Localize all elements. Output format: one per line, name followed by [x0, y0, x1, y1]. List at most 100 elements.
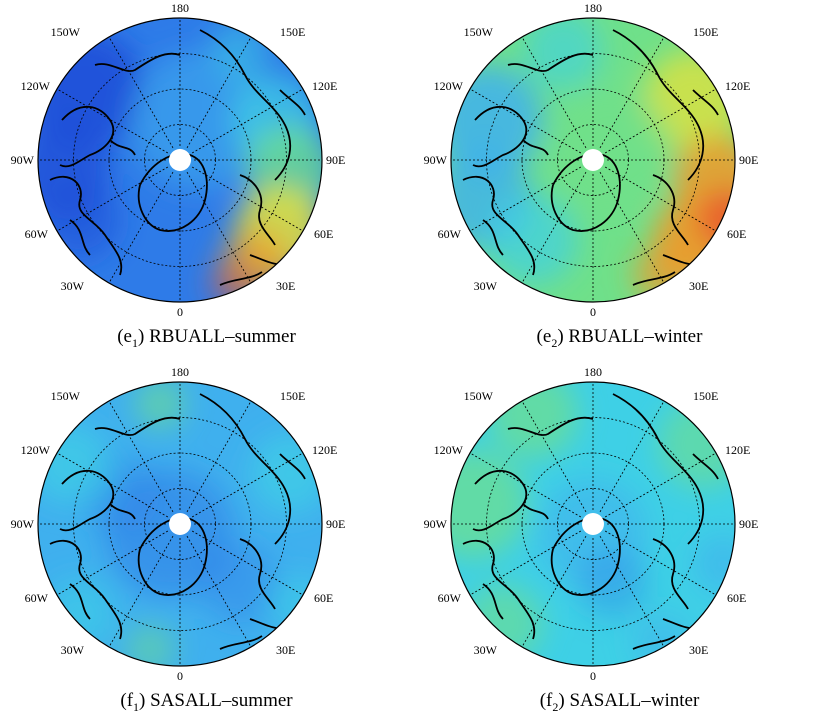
- longitude-label: 150W: [51, 389, 81, 403]
- field-blob: [488, 195, 578, 285]
- meridian-line: [191, 530, 304, 596]
- longitude-label: 120W: [21, 443, 51, 457]
- longitude-label: 90W: [11, 153, 35, 167]
- longitude-label: 150W: [464, 25, 494, 39]
- longitude-label: 150W: [464, 389, 494, 403]
- coastline: [472, 105, 528, 168]
- longitude-label: 150E: [693, 389, 718, 403]
- panel-caption: (f1) SASALL–summer: [120, 690, 293, 714]
- meridian-line: [604, 530, 717, 596]
- meridian-line: [599, 36, 665, 149]
- coastline: [219, 635, 263, 650]
- longitude-label: 90E: [739, 517, 758, 531]
- coastline: [49, 539, 123, 640]
- longitude-label: 0: [590, 305, 596, 319]
- longitude-label: 30W: [61, 279, 85, 293]
- longitude-label: 30E: [276, 279, 295, 293]
- meridian-line: [604, 166, 717, 232]
- meridian-line: [56, 88, 169, 154]
- meridian-line: [599, 400, 665, 513]
- coastline: [462, 539, 536, 640]
- field-blob: [45, 579, 115, 649]
- field-blob: [200, 544, 280, 624]
- meridian-line: [191, 452, 304, 518]
- coastline: [69, 583, 91, 620]
- longitude-label: 120W: [21, 79, 51, 93]
- longitude-label: 150W: [51, 25, 81, 39]
- coastline: [632, 635, 676, 650]
- longitude-label: 180: [171, 1, 189, 15]
- meridian-line: [469, 452, 582, 518]
- field-blob: [208, 263, 252, 302]
- coastline: [219, 271, 263, 286]
- longitude-label: 90E: [326, 517, 345, 531]
- field-blob: [451, 449, 528, 559]
- meridian-line: [604, 452, 717, 518]
- meridian-line: [108, 36, 174, 149]
- meridian-line: [186, 400, 252, 513]
- pole-hole: [582, 149, 604, 171]
- map-panel-e2: 180 150W 150E 120W 120E 90W 90E 60W 60E 30W 30E 0 (…: [413, 0, 826, 364]
- meridian-line: [469, 166, 582, 232]
- meridian-line: [469, 88, 582, 154]
- longitude-label: 60W: [25, 227, 49, 241]
- meridian-line: [108, 171, 174, 284]
- longitude-label: 0: [590, 669, 596, 683]
- field-blob: [633, 245, 693, 302]
- longitude-label: 90E: [739, 153, 758, 167]
- polar-map: 180 150W 150E 120W 120E 90W 90E 60W 60E 30W 30E 0: [424, 1, 759, 319]
- meridian-line: [186, 171, 252, 284]
- coastline: [472, 469, 528, 532]
- field-blob: [693, 534, 735, 594]
- longitude-label: 90W: [11, 517, 35, 531]
- coastline: [199, 393, 292, 545]
- longitude-label: 90E: [326, 153, 345, 167]
- longitude-label: 120W: [434, 443, 464, 457]
- map-border: [37, 17, 323, 303]
- field-blob: [135, 382, 185, 429]
- field-blob: [553, 90, 673, 210]
- pole-hole: [169, 513, 191, 535]
- meridian-line: [108, 535, 174, 648]
- field-blob: [578, 549, 648, 619]
- meridian-line: [56, 530, 169, 596]
- field-blob: [633, 614, 693, 666]
- longitude-label: 180: [584, 365, 602, 379]
- panel-caption: (e1) RBUALL–summer: [117, 326, 296, 350]
- longitude-label: 90W: [424, 153, 448, 167]
- meridian-line: [521, 400, 587, 513]
- longitude-label: 60E: [314, 591, 333, 605]
- coastline: [522, 503, 549, 520]
- panel-caption: (f2) SASALL–winter: [539, 690, 700, 714]
- map-panel-e1: 180 150W 150E 120W 120E 90W 90E 60W 60E 30W 30E 0 (…: [0, 0, 413, 364]
- meridian-line: [521, 171, 587, 284]
- field-blob: [130, 50, 270, 190]
- coastline: [462, 175, 536, 276]
- meridian-line: [108, 400, 174, 513]
- longitude-label: 30E: [689, 643, 708, 657]
- longitude-label: 120E: [725, 79, 750, 93]
- longitude-label: 120E: [312, 79, 337, 93]
- longitude-label: 60W: [438, 591, 462, 605]
- longitude-label: 0: [177, 305, 183, 319]
- map-panel-f2: 180 150W 150E 120W 120E 90W 90E 60W 60E 30W 30E 0 (…: [413, 364, 826, 728]
- longitude-label: 60W: [438, 227, 462, 241]
- longitude-label: 30E: [689, 279, 708, 293]
- meridian-line: [191, 166, 304, 232]
- coastline: [522, 139, 549, 156]
- coastline: [199, 29, 292, 181]
- meridian-line: [186, 535, 252, 648]
- coastline: [59, 469, 115, 532]
- coastline: [279, 453, 306, 480]
- field-blob: [698, 190, 735, 250]
- longitude-label: 30W: [474, 643, 498, 657]
- coastline: [109, 139, 136, 156]
- coastline: [632, 271, 676, 286]
- longitude-label: 120E: [725, 443, 750, 457]
- coastline: [49, 175, 123, 276]
- coastline: [692, 453, 719, 480]
- coastline: [109, 503, 136, 520]
- longitude-label: 60E: [727, 591, 746, 605]
- meridian-line: [599, 171, 665, 284]
- coastline: [482, 219, 504, 256]
